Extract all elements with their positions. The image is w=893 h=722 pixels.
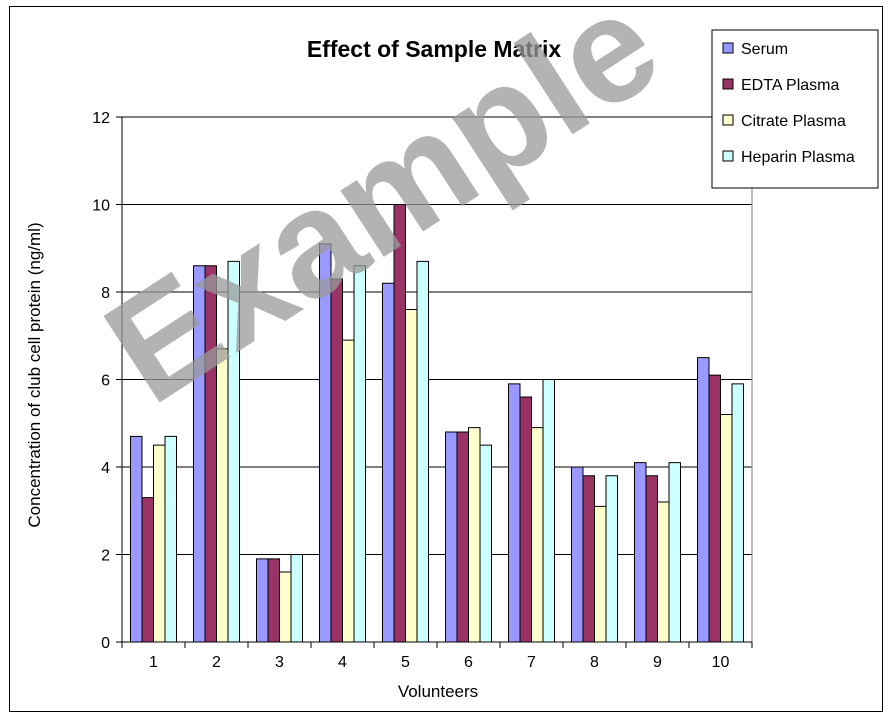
bar (290, 554, 303, 643)
bar (164, 435, 177, 643)
bar (256, 558, 269, 643)
x-tick-label: 1 (149, 654, 158, 671)
bar (267, 558, 280, 643)
x-tick-label: 7 (527, 654, 536, 671)
x-axis-title: Volunteers (398, 682, 478, 701)
legend-label: EDTA Plasma (741, 77, 840, 94)
bar (342, 339, 355, 643)
bar (605, 475, 618, 643)
bar (456, 431, 469, 643)
x-tick-label: 5 (401, 654, 410, 671)
y-tick-label: 6 (101, 373, 110, 390)
bar (708, 374, 721, 643)
bar (697, 357, 710, 643)
watermark-text: Example (77, 0, 686, 435)
y-tick-label: 8 (101, 285, 110, 302)
legend-label: Citrate Plasma (741, 113, 846, 130)
legend-swatch (722, 114, 734, 126)
bar (668, 462, 681, 643)
y-axis-title: Concentration of club cell protein (ng/m… (25, 222, 44, 527)
bar (130, 435, 143, 643)
bar (479, 444, 492, 643)
bar (542, 379, 555, 643)
legend-box (711, 29, 879, 189)
bar (468, 427, 481, 643)
bar (141, 497, 154, 643)
bar (330, 278, 343, 643)
bar (720, 414, 733, 643)
legend-swatch (722, 42, 734, 54)
legend-label: Heparin Plasma (741, 149, 855, 166)
bar (645, 475, 658, 643)
legend-swatch (722, 78, 734, 90)
bar (353, 265, 366, 643)
y-tick-label: 4 (101, 460, 110, 477)
x-tick-label: 2 (212, 654, 221, 671)
bar (445, 431, 458, 643)
x-tick-label: 4 (338, 654, 347, 671)
y-tick-label: 12 (92, 110, 110, 127)
bar (382, 282, 395, 643)
bars (130, 204, 744, 643)
bar (531, 427, 544, 643)
bar (594, 505, 607, 643)
bar (571, 466, 584, 643)
bar (519, 396, 532, 643)
legend-label: Serum (741, 41, 788, 58)
y-tick-label: 0 (101, 635, 110, 652)
bar (416, 260, 429, 643)
bar (657, 501, 670, 643)
y-tick-label: 10 (92, 198, 110, 215)
bar (508, 383, 521, 643)
bar (279, 571, 292, 643)
bar (153, 444, 166, 643)
legend: Serum EDTA Plasma Citrate Plasma Heparin Pl… (711, 29, 879, 189)
chart-title: Effect of Sample Matrix (307, 36, 562, 62)
bar (582, 475, 595, 643)
x-tick-label: 6 (464, 654, 473, 671)
bar (405, 309, 418, 643)
x-tick-label: 10 (712, 654, 730, 671)
bar (634, 462, 647, 643)
bar (731, 383, 744, 643)
x-tick-label: 9 (653, 654, 662, 671)
x-tick-label: 8 (590, 654, 599, 671)
legend-swatch (722, 150, 734, 162)
x-tick-label: 3 (275, 654, 284, 671)
y-tick-label: 2 (101, 548, 110, 565)
